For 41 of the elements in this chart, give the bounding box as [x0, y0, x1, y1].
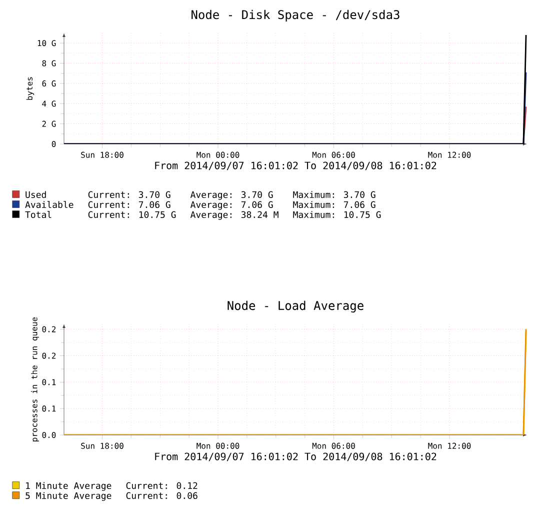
y-axis-title: bytes	[26, 77, 34, 100]
x-tick-label: Mon 12:00	[428, 152, 471, 158]
y-tick-label: 0.2	[42, 326, 56, 332]
x-tick-label: Mon 12:00	[428, 442, 471, 449]
legend-label: 1 Minute Average	[26, 482, 112, 491]
y-tick-label: 6 G	[42, 80, 56, 86]
y-tick-label: 0	[52, 140, 56, 148]
text: Average: 3.70 G	[190, 191, 273, 200]
y-tick-label: 8 G	[42, 60, 56, 66]
legend-label: 5 Minute Average	[26, 492, 112, 501]
text: Maximum: 7.06 G	[293, 201, 376, 208]
text: Current: 3.70 G	[88, 191, 170, 198]
text: Current: 0.12	[126, 482, 198, 490]
legend-label: Used	[26, 191, 46, 198]
text: Maximum: 3.70 G	[293, 191, 376, 198]
y-tick-label: 0.2	[42, 352, 56, 359]
x-tick-label: Mon 06:00	[312, 442, 355, 449]
y-tick-label: 0.1	[42, 406, 56, 412]
x-tick-label: Sun 18:00	[81, 152, 124, 158]
x-axis-title: From 2014/09/07 16:01:02 To 2014/09/08 16:01:02	[155, 452, 436, 462]
chart-title: Node - Load Average	[228, 300, 364, 312]
y-tick-label: 0.1	[42, 379, 56, 386]
legend-label: Available	[25, 201, 74, 208]
x-axis-title: From 2014/09/07 16:01:02 To 2014/09/08 16:01:02	[155, 162, 436, 170]
text: Maximum: 10.75 G	[293, 211, 381, 218]
x-tick-label: Sun 18:00	[81, 442, 124, 449]
y-tick-label: 10 G	[38, 40, 56, 46]
y-axis-title: processes in the run queue	[31, 317, 39, 442]
y-tick-label: 4 G	[42, 100, 56, 107]
text: Current: 7.06 G	[88, 201, 170, 208]
x-tick-label: Mon 00:00	[196, 152, 240, 158]
text: Current: 0.06	[126, 492, 198, 500]
text: Current: 10.75 G	[88, 211, 176, 218]
y-tick-label: 0.0	[42, 432, 56, 438]
x-tick-label: Mon 00:00	[196, 442, 240, 449]
text: Average: 7.06 G	[190, 201, 273, 210]
x-tick-label: Mon 06:00	[312, 152, 355, 158]
text: Average: 38.24 M	[190, 211, 278, 220]
chart-title: Node - Disk Space - /dev/sda3	[192, 10, 400, 22]
y-tick-label: 2 G	[42, 120, 56, 127]
legend-label: Total	[25, 211, 52, 218]
